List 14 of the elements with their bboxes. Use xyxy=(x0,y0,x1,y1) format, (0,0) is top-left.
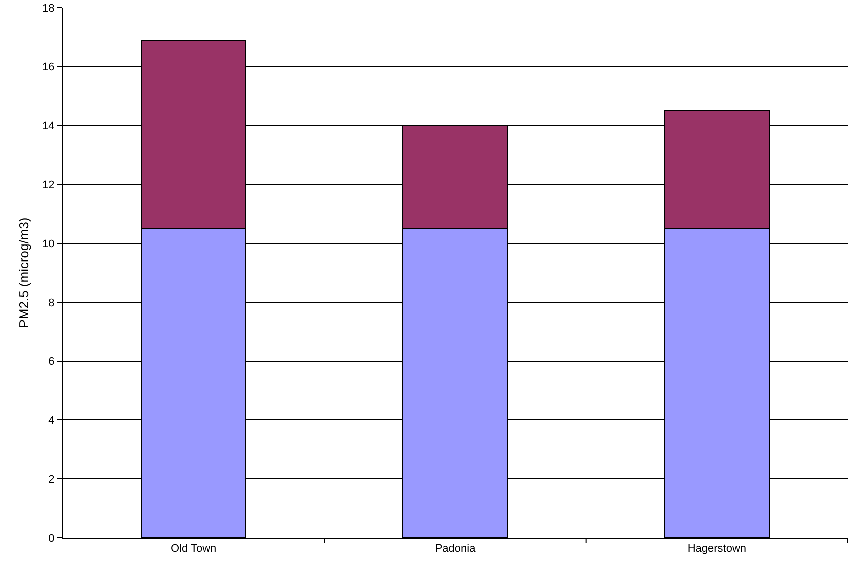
y-tick-label: 18 xyxy=(42,2,55,15)
y-tick-label: 14 xyxy=(42,120,55,133)
y-tick-label: 8 xyxy=(48,297,55,310)
y-tick-label: 0 xyxy=(48,532,55,545)
x-tick-label: Old Town xyxy=(171,543,217,556)
x-tick-label: Hagerstown xyxy=(688,543,747,556)
y-tick-label: 16 xyxy=(42,62,55,74)
y-tick-label: 12 xyxy=(42,180,55,192)
y-tick-label: 2 xyxy=(48,474,55,486)
y-tick-label: 6 xyxy=(48,356,55,368)
y-axis-title: PM2.5 (microg/m3) xyxy=(16,218,32,328)
x-tick-label: Padonia xyxy=(435,543,477,556)
y-tick-label: 4 xyxy=(48,415,55,428)
y-tick-label: 10 xyxy=(42,238,55,250)
